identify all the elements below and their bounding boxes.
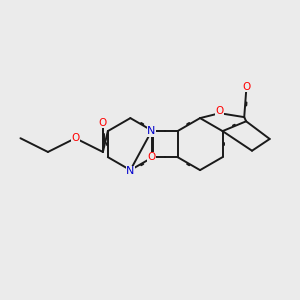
Text: O: O (99, 118, 107, 128)
Text: O: O (216, 106, 224, 116)
Text: O: O (71, 133, 80, 143)
Text: N: N (147, 126, 156, 136)
Text: O: O (147, 152, 156, 162)
Text: O: O (242, 82, 250, 92)
Text: N: N (126, 166, 135, 176)
